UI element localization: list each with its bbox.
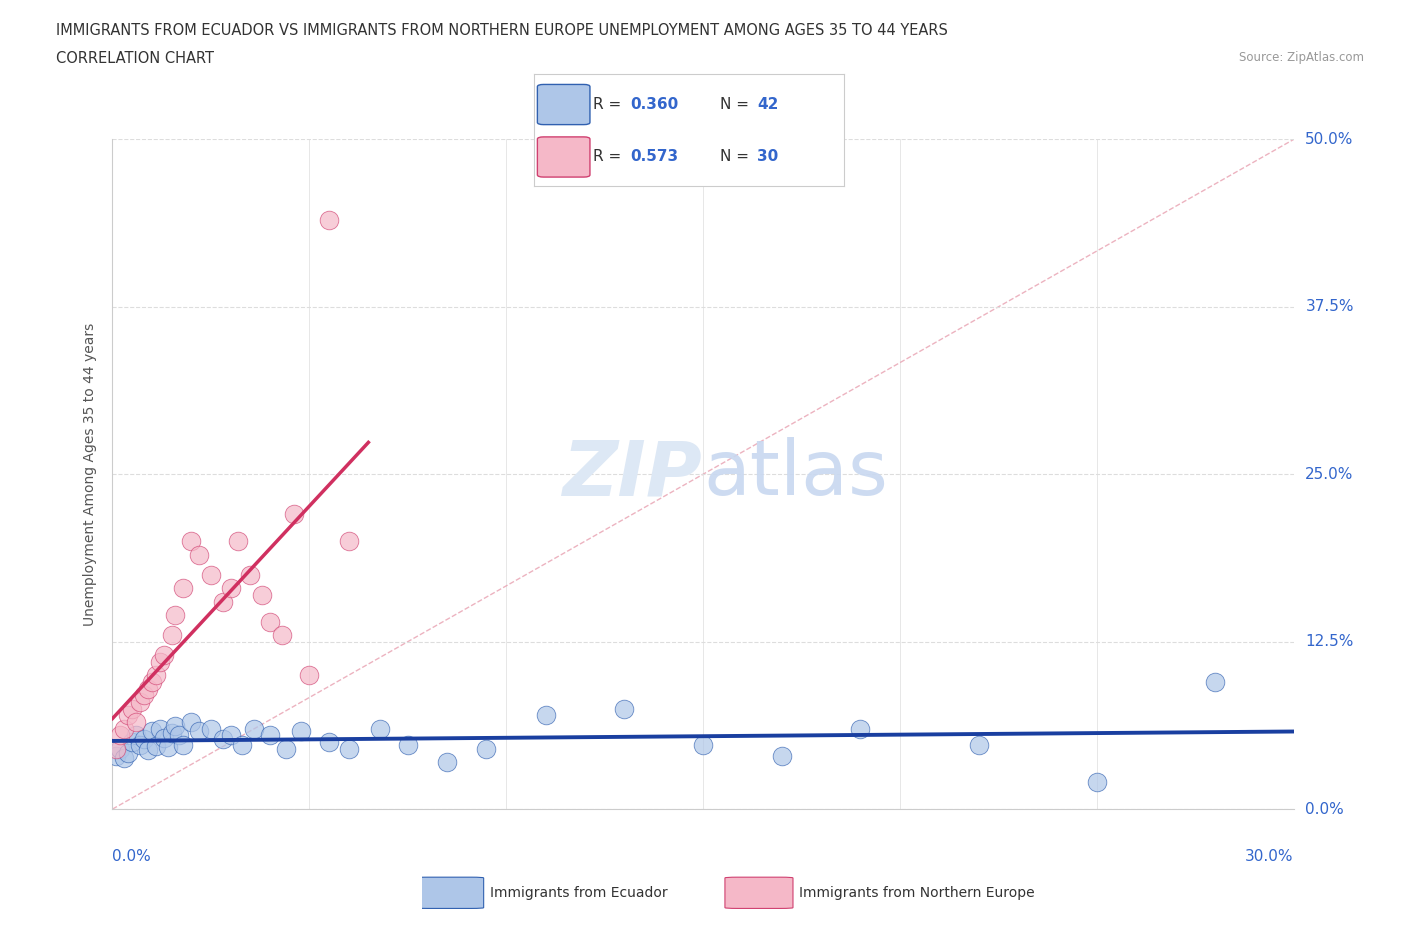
Point [145, 668, 167, 683]
Point [1085, 775, 1108, 790]
Point [849, 722, 872, 737]
Point [396, 737, 419, 752]
Point [337, 534, 360, 549]
Point [117, 746, 139, 761]
Text: CORRELATION CHART: CORRELATION CHART [56, 51, 214, 66]
Point [125, 728, 148, 743]
Point [250, 588, 273, 603]
Point [180, 534, 202, 549]
Point [121, 735, 143, 750]
Point [243, 722, 266, 737]
Point [274, 741, 297, 756]
Point [132, 688, 155, 703]
Point [231, 737, 253, 752]
Point [318, 735, 340, 750]
Text: Immigrants from Ecuador: Immigrants from Ecuador [489, 885, 668, 900]
Point [318, 212, 340, 227]
FancyBboxPatch shape [725, 877, 793, 909]
Point [152, 731, 174, 746]
Y-axis label: Unemployment Among Ages 35 to 44 years: Unemployment Among Ages 35 to 44 years [83, 323, 97, 626]
Text: Source: ZipAtlas.com: Source: ZipAtlas.com [1239, 51, 1364, 64]
Point [112, 751, 135, 765]
Point [337, 741, 360, 756]
Text: ZIP: ZIP [564, 437, 703, 512]
Point [613, 701, 636, 716]
Text: 25.0%: 25.0% [1305, 467, 1354, 482]
Point [290, 724, 312, 738]
Point [152, 647, 174, 662]
Point [692, 737, 714, 752]
FancyBboxPatch shape [416, 877, 484, 909]
Text: R =: R = [593, 150, 626, 165]
Point [211, 594, 233, 609]
Point [211, 732, 233, 747]
Text: IMMIGRANTS FROM ECUADOR VS IMMIGRANTS FROM NORTHERN EUROPE UNEMPLOYMENT AMONG AG: IMMIGRANTS FROM ECUADOR VS IMMIGRANTS FR… [56, 23, 948, 38]
Point [270, 628, 292, 643]
Point [165, 719, 187, 734]
Point [149, 722, 172, 737]
Text: 12.5%: 12.5% [1305, 634, 1354, 649]
Point [967, 737, 990, 752]
Point [259, 728, 281, 743]
Text: R =: R = [593, 97, 626, 112]
Point [298, 668, 321, 683]
Point [129, 695, 152, 710]
Point [188, 724, 211, 738]
Point [105, 748, 128, 763]
Point [110, 728, 132, 743]
Point [149, 655, 172, 670]
Point [172, 580, 194, 595]
Text: 50.0%: 50.0% [1305, 132, 1354, 147]
Point [259, 614, 281, 629]
Point [200, 722, 222, 737]
Text: 0.573: 0.573 [630, 150, 678, 165]
Text: Immigrants from Northern Europe: Immigrants from Northern Europe [799, 885, 1035, 900]
Point [228, 534, 250, 549]
Point [475, 741, 498, 756]
Text: N =: N = [720, 150, 754, 165]
Point [436, 755, 458, 770]
Point [368, 722, 391, 737]
Point [129, 737, 152, 752]
Text: N =: N = [720, 97, 754, 112]
Point [141, 724, 163, 738]
Point [169, 728, 191, 743]
Point [219, 580, 242, 595]
Text: 0.360: 0.360 [630, 97, 679, 112]
Text: 30.0%: 30.0% [1246, 849, 1294, 864]
Point [239, 567, 262, 582]
Point [219, 728, 242, 743]
Point [165, 607, 187, 622]
FancyBboxPatch shape [537, 137, 591, 177]
Point [160, 628, 183, 643]
Point [136, 681, 159, 696]
Text: 30: 30 [756, 150, 779, 165]
Text: 0.0%: 0.0% [1305, 802, 1344, 817]
Text: 0.0%: 0.0% [112, 849, 152, 864]
FancyBboxPatch shape [537, 85, 591, 125]
Point [283, 507, 305, 522]
Point [110, 741, 132, 756]
Point [172, 737, 194, 752]
Point [132, 732, 155, 747]
Point [200, 567, 222, 582]
Point [121, 701, 143, 716]
Point [145, 738, 167, 753]
Point [156, 740, 179, 755]
Text: atlas: atlas [703, 437, 887, 512]
Point [188, 547, 211, 562]
Point [117, 708, 139, 723]
Point [1204, 674, 1226, 689]
Point [105, 741, 128, 756]
Point [136, 743, 159, 758]
Point [160, 725, 183, 740]
Point [141, 674, 163, 689]
Point [770, 748, 793, 763]
Point [534, 708, 557, 723]
Point [112, 722, 135, 737]
Text: 37.5%: 37.5% [1305, 299, 1354, 314]
Text: 42: 42 [756, 97, 779, 112]
Point [125, 714, 148, 729]
Point [180, 714, 202, 729]
